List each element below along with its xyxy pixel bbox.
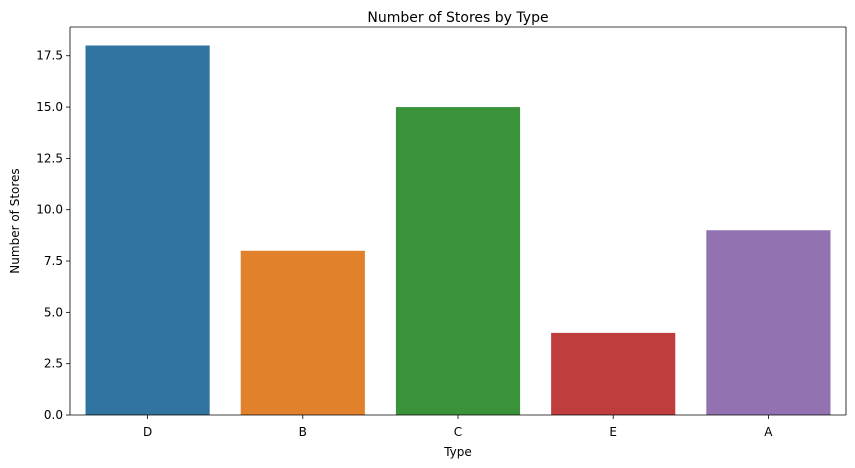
x-tick-label: C [454,425,462,439]
y-tick-label: 0.0 [44,408,63,422]
y-tick-label: 2.5 [44,357,63,371]
bar-C [395,107,521,415]
chart-title: Number of Stores by Type [367,10,548,26]
bar-A [706,230,831,415]
x-tick-label: E [609,425,617,439]
x-tick-label: B [299,425,307,439]
bars-group [85,45,831,415]
bar-B [240,250,365,415]
y-tick-label: 10.0 [36,203,63,217]
bar-E [551,332,676,415]
y-tick-label: 5.0 [44,305,63,319]
y-tick-label: 15.0 [36,100,63,114]
y-axis-ticks: 0.0 2.5 5.0 7.5 10.0 12.5 15.0 17.5 [36,49,70,422]
axes-frame [69,26,847,416]
x-axis-label: Type [443,445,472,459]
bar-D [85,45,210,415]
x-tick-label: A [764,425,773,439]
y-axis-label: Number of Stores [8,168,22,273]
y-tick-label: 12.5 [36,151,63,165]
x-tick-label: D [143,425,152,439]
y-tick-label: 17.5 [36,49,63,63]
y-tick-label: 7.5 [44,254,63,268]
